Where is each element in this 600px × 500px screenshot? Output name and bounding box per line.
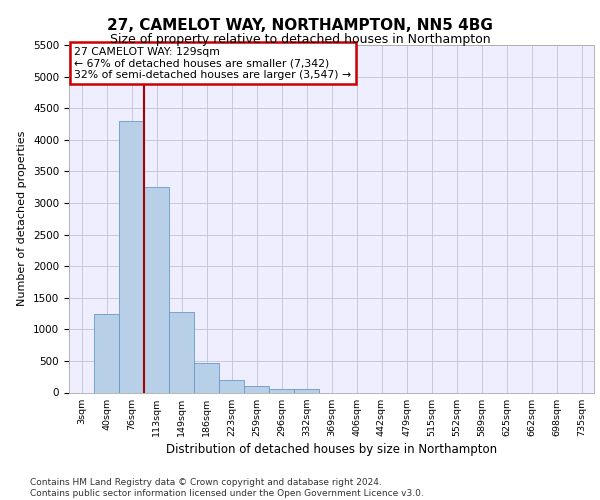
Bar (169, 312, 194, 392)
Text: 27, CAMELOT WAY, NORTHAMPTON, NN5 4BG: 27, CAMELOT WAY, NORTHAMPTON, NN5 4BG (107, 18, 493, 32)
Bar (119, 121, 144, 392)
X-axis label: Distribution of detached houses by size in Northampton: Distribution of detached houses by size … (166, 443, 497, 456)
Y-axis label: Number of detached properties: Number of detached properties (17, 131, 28, 306)
Bar (144, 187, 169, 392)
Bar (269, 388, 294, 392)
Text: Size of property relative to detached houses in Northampton: Size of property relative to detached ho… (110, 32, 490, 46)
Bar (94, 314, 119, 392)
Bar (294, 390, 319, 392)
Bar (194, 363, 219, 392)
Bar (244, 386, 269, 392)
Text: Contains HM Land Registry data © Crown copyright and database right 2024.
Contai: Contains HM Land Registry data © Crown c… (30, 478, 424, 498)
Bar (219, 380, 244, 392)
Text: 27 CAMELOT WAY: 129sqm
← 67% of detached houses are smaller (7,342)
32% of semi-: 27 CAMELOT WAY: 129sqm ← 67% of detached… (74, 46, 352, 80)
